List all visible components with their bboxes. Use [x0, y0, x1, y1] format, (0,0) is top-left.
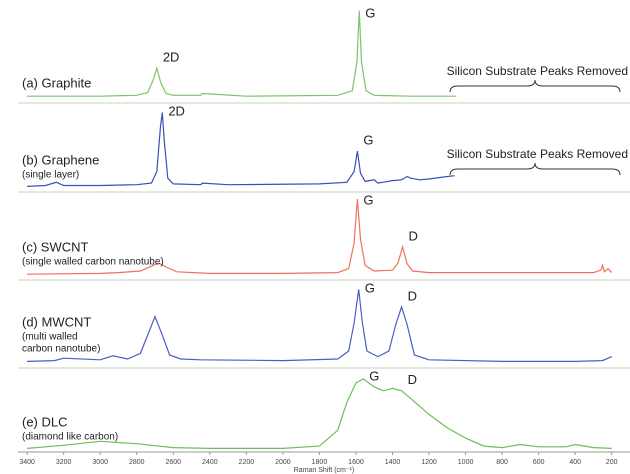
panel-subtitle: (diamond like carbon)	[22, 432, 118, 443]
x-tick-label: 2800	[129, 459, 145, 466]
peak-label: G	[363, 192, 373, 207]
x-tick-label: 2600	[165, 459, 181, 466]
note: Silicon Substrate Peaks Removed	[447, 147, 628, 161]
panel-title: (b) Graphene	[22, 152, 99, 167]
spectrum-line	[27, 378, 612, 449]
panel-title: (c) SWCNT	[22, 239, 88, 254]
brace	[449, 162, 621, 176]
peak-label: G	[369, 368, 379, 383]
peak-label: D	[408, 372, 417, 387]
x-tick-label: 200	[606, 459, 618, 466]
panel-subtitle: (single layer)	[22, 170, 79, 181]
x-tick-label: 3000	[92, 459, 108, 466]
x-tick-label: 3200	[56, 459, 72, 466]
x-tick-label: 2400	[202, 459, 218, 466]
x-tick-label: 1600	[348, 459, 364, 466]
panel-subtitle: carbon nanotube)	[22, 344, 100, 355]
peak-label: D	[409, 228, 418, 243]
x-tick-label: 2200	[239, 459, 255, 466]
x-tick-label: 1800	[312, 459, 328, 466]
panel-subtitle: (single walled carbon nanotube)	[22, 257, 164, 268]
spectrum-line	[27, 198, 613, 275]
peak-label: G	[365, 280, 375, 295]
panel-subtitle: (multi walled	[22, 332, 78, 343]
peak-label: 2D	[168, 103, 185, 118]
spectrum-line	[27, 10, 457, 97]
x-tick-label: 1200	[421, 459, 437, 466]
panel-title: (e) DLC	[22, 414, 68, 429]
panel-title: (d) MWCNT	[22, 314, 91, 329]
x-tick-label: 1000	[458, 459, 474, 466]
x-tick-label: 800	[496, 459, 508, 466]
x-tick-label: 3400	[19, 459, 35, 466]
peak-label: D	[408, 288, 417, 303]
x-tick-label: 400	[569, 459, 581, 466]
x-tick-label: 1400	[385, 459, 401, 466]
panel-title: (a) Graphite	[22, 75, 91, 90]
x-axis-label: Raman Shift (cm⁻¹)	[294, 467, 354, 474]
peak-label: G	[363, 133, 373, 148]
note: Silicon Substrate Peaks Removed	[447, 64, 628, 78]
peak-label: 2D	[163, 50, 180, 65]
brace	[449, 79, 621, 93]
x-tick-label: 2000	[275, 459, 291, 466]
peak-label: G	[365, 5, 375, 20]
spectrum-line	[27, 289, 612, 362]
spectrum-line	[27, 112, 455, 187]
x-tick-label: 600	[533, 459, 545, 466]
